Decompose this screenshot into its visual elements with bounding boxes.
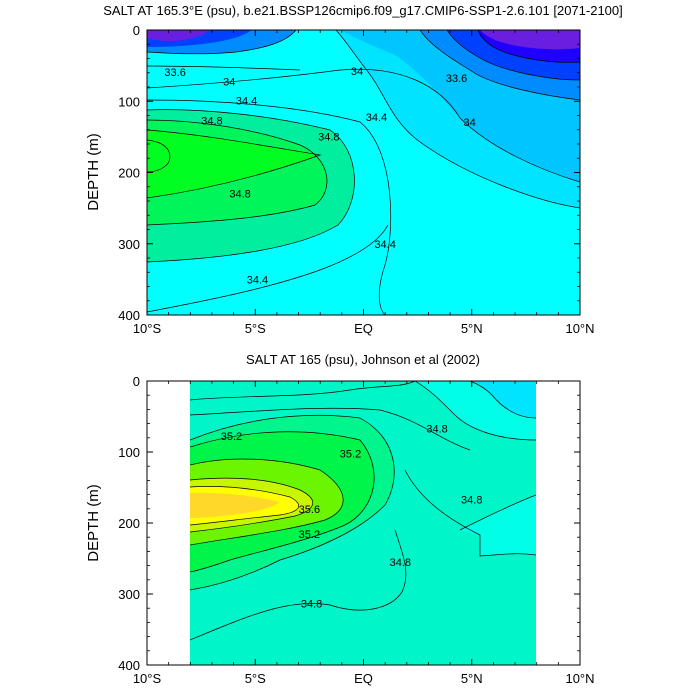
- contour-label: 34.8: [426, 424, 447, 436]
- contour-label: 33.6: [446, 73, 467, 85]
- x-tick-label: 5°S: [245, 321, 266, 336]
- x-tick-label: 5°N: [461, 671, 483, 686]
- top-line-35.0-inner: [147, 139, 171, 173]
- contour-label: 34.4: [374, 239, 395, 251]
- bottom-line-34.8-a: [190, 407, 471, 451]
- top-line-34.2: [335, 30, 580, 209]
- contour-label: 34.8: [461, 495, 482, 507]
- y-tick-label: 100: [118, 94, 140, 109]
- bottom-panel: SALT AT 165 (psu), Johnson et al (2002): [85, 352, 595, 686]
- contour-label: 35.2: [340, 449, 361, 461]
- contour-label: 34: [351, 66, 363, 78]
- top-y-axis-label: DEPTH (m): [85, 133, 102, 211]
- contour-label: 34.8: [318, 131, 339, 143]
- top-line-34.0-left: [147, 68, 580, 183]
- y-tick-label: 400: [118, 308, 140, 323]
- y-tick-label: 300: [118, 587, 140, 602]
- top-line-34.4: [147, 99, 392, 315]
- contour-label: 33.6: [164, 67, 185, 79]
- contour-label: 35.2: [299, 529, 320, 541]
- y-tick-label: 200: [118, 166, 140, 181]
- top-contour-lines: [147, 30, 580, 315]
- top-axes: 10°S 5°S EQ 5°N 10°N 0 100 200 300 400: [118, 23, 594, 336]
- top-line-33.8-left: [147, 30, 297, 55]
- top-line-33.6-left: [147, 65, 301, 71]
- bottom-line-35.0: [190, 414, 395, 591]
- bottom-line-35.2: [190, 431, 375, 573]
- top-line-33.6-right: [446, 30, 580, 81]
- bottom-line-35.8: [190, 486, 300, 526]
- y-tick-label: 100: [118, 445, 140, 460]
- contour-label: 34.8: [301, 598, 322, 610]
- bottom-line-35.6: [190, 477, 313, 533]
- x-tick-label: 5°N: [461, 321, 483, 336]
- top-line-34.6: [147, 109, 355, 263]
- contour-label: 34: [463, 117, 475, 129]
- top-panel-title: SALT AT 165.3°E (psu), b.e21.BSSP126cmip…: [103, 3, 623, 18]
- top-line-34.8: [147, 119, 328, 226]
- x-tick-label: 10°S: [133, 671, 162, 686]
- x-tick-label: 5°S: [245, 671, 266, 686]
- contour-label: 34.8: [390, 557, 411, 569]
- bottom-axes: 10°S 5°S EQ 5°N 10°N 0 100 200 300 400: [118, 374, 594, 686]
- bottom-line-34.8-d: [190, 529, 407, 641]
- y-tick-label: 200: [118, 516, 140, 531]
- contour-label: 35.6: [299, 504, 320, 516]
- bottom-line-34.6-right: [414, 381, 536, 441]
- x-tick-label: 10°N: [565, 321, 594, 336]
- bottom-line-34.4-right: [469, 381, 536, 419]
- top-line-33.8-right: [419, 30, 580, 101]
- bottom-contour-fills: [190, 381, 536, 665]
- y-tick-label: 300: [118, 237, 140, 252]
- x-tick-label: EQ: [354, 671, 373, 686]
- contour-label: 34.4: [366, 112, 387, 124]
- contour-label: 34: [223, 76, 235, 88]
- bottom-fill-level-34.6b: [460, 495, 536, 556]
- bottom-line-35.4: [190, 458, 344, 546]
- bottom-line-34.8-c: [459, 494, 536, 531]
- bottom-fill-level-34.4: [470, 381, 536, 418]
- contour-label: 34.8: [229, 188, 250, 200]
- top-line-33.4: [477, 30, 580, 63]
- contour-label: 34.4: [247, 275, 268, 287]
- y-tick-label: 0: [133, 23, 140, 38]
- top-fill-level-35.0: [147, 130, 320, 198]
- bottom-panel-title: SALT AT 165 (psu), Johnson et al (2002): [246, 352, 480, 367]
- contour-label: 34.4: [236, 96, 257, 108]
- top-contour-fills: [147, 30, 580, 315]
- top-line-35.0: [147, 129, 322, 199]
- top-line-34.4-lower: [147, 224, 389, 313]
- top-fill-level-33.6: [147, 30, 580, 80]
- bottom-contour-labels: 35.2 34.8 35.2 35.6 34.8 35.2 34.8 34.8: [221, 424, 483, 611]
- contour-label: 34.8: [201, 116, 222, 128]
- contour-label: 35.2: [221, 431, 242, 443]
- x-tick-label: 10°S: [133, 321, 162, 336]
- bottom-line-34.8-b: [404, 469, 536, 557]
- x-tick-label: EQ: [354, 321, 373, 336]
- bottom-line-34.8-top: [190, 381, 416, 401]
- y-tick-label: 400: [118, 658, 140, 673]
- y-tick-label: 0: [133, 374, 140, 389]
- bottom-contour-lines: [190, 381, 536, 641]
- bottom-fill-level-36.0: [190, 492, 280, 518]
- top-panel: SALT AT 165.3°E (psu), b.e21.BSSP126cmip…: [85, 3, 623, 336]
- x-tick-label: 10°N: [565, 671, 594, 686]
- bottom-y-axis-label: DEPTH (m): [85, 484, 102, 562]
